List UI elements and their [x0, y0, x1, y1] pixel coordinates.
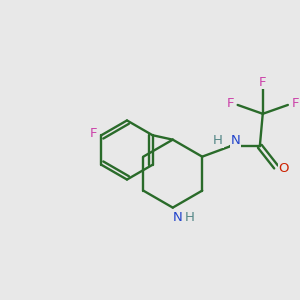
Text: F: F: [259, 76, 266, 89]
Text: O: O: [278, 162, 289, 175]
Text: N: N: [173, 211, 183, 224]
Text: N: N: [231, 134, 241, 148]
Text: H: H: [213, 134, 223, 148]
Text: F: F: [226, 97, 234, 110]
Text: F: F: [292, 97, 299, 110]
Text: F: F: [89, 127, 97, 140]
Text: H: H: [185, 211, 195, 224]
